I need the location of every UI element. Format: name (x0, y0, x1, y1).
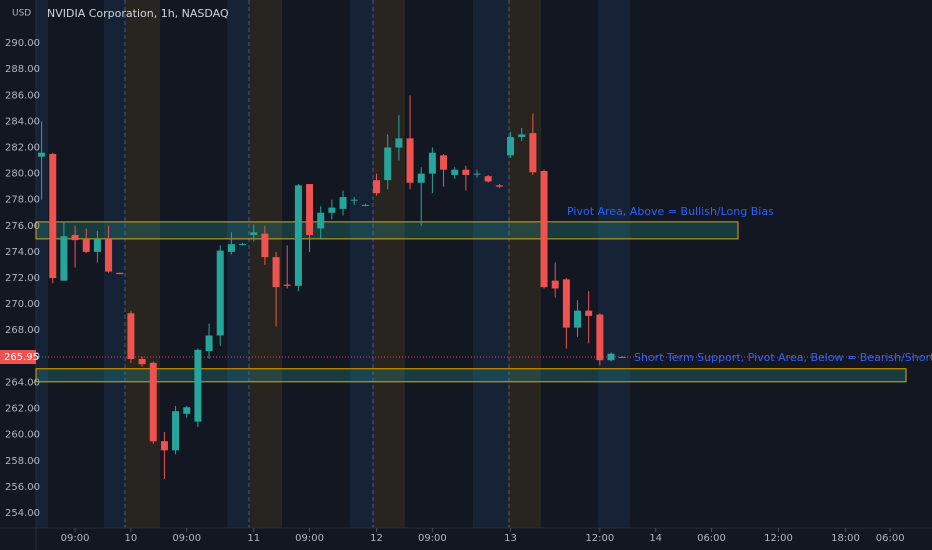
x-tick-label: 10 (125, 533, 138, 544)
candle-body (596, 314, 604, 361)
candle-body (49, 154, 57, 279)
x-tick-label: 06:00 (697, 533, 726, 544)
candle-body (183, 407, 191, 414)
x-tick-label: 09:00 (418, 533, 447, 544)
candle-body (585, 310, 593, 316)
x-tick-label: 09:00 (172, 533, 201, 544)
candle-body (384, 147, 392, 181)
x-tick-label: 12 (370, 533, 383, 544)
y-tick-label: 256.00 (5, 482, 40, 493)
y-tick-label: 284.00 (5, 116, 40, 127)
candle-body (507, 137, 515, 156)
candle-body (361, 204, 369, 206)
candle-body (283, 284, 291, 286)
y-tick-label: 290.00 (5, 38, 40, 49)
candle-body (406, 138, 414, 183)
candle-body (551, 280, 559, 289)
currency-label: USD (12, 9, 31, 19)
candle-body (216, 250, 224, 336)
candle-body (205, 335, 213, 352)
candle-body (339, 197, 347, 209)
candle-body (105, 238, 113, 272)
x-tick-label: 13 (504, 533, 517, 544)
candle-body (71, 234, 79, 241)
candle-body (306, 184, 314, 235)
candle-body (149, 362, 157, 442)
candle-body (272, 257, 280, 288)
candle-body (127, 313, 135, 359)
candle-body (618, 357, 626, 359)
zone (35, 368, 907, 383)
candle-body (462, 169, 470, 175)
candle-body (395, 138, 403, 148)
y-tick-label: 276.00 (5, 221, 40, 232)
chart-title: NVIDIA Corporation, 1h, NASDAQ (47, 7, 229, 20)
candle-body (116, 272, 124, 275)
candle-body (317, 212, 325, 229)
y-tick-label: 270.00 (5, 299, 40, 310)
last-price-label: 265.95 (4, 352, 39, 363)
candle-body (82, 238, 90, 252)
x-tick-label: 06:00 (876, 533, 905, 544)
candle-body (428, 152, 436, 174)
candle-body (484, 176, 492, 182)
candle-body (294, 185, 302, 286)
candle-body (138, 358, 146, 365)
y-tick-label: 268.00 (5, 325, 40, 336)
candle-body (373, 180, 381, 194)
y-tick-label: 280.00 (5, 169, 40, 180)
last-price-box (0, 350, 36, 365)
candle-body (350, 199, 358, 201)
candle-body (239, 244, 247, 246)
x-tick-label: 11 (247, 533, 260, 544)
session-shading (36, 0, 630, 528)
zone-label: Pivot Area, Above = Bullish/Long Bias (567, 205, 774, 218)
y-tick-label: 264.00 (5, 377, 40, 388)
candle-body (529, 133, 537, 173)
y-tick-label: 254.00 (5, 508, 40, 519)
x-tick-label: 12:00 (585, 533, 614, 544)
x-tick-label: 14 (649, 533, 662, 544)
x-tick-label: 18:00 (831, 533, 860, 544)
candle-body (93, 238, 101, 252)
candle-body (440, 155, 448, 170)
y-tick-label: 258.00 (5, 456, 40, 467)
zone (35, 221, 739, 240)
candle-body (328, 207, 336, 213)
candle-body (451, 169, 459, 175)
y-tick-label: 286.00 (5, 90, 40, 101)
x-tick-label: 12:00 (764, 533, 793, 544)
x-tick-label: 09:00 (295, 533, 324, 544)
y-tick-label: 260.00 (5, 430, 40, 441)
y-tick-label: 282.00 (5, 143, 40, 154)
y-tick-label: 274.00 (5, 247, 40, 258)
candle-body (540, 170, 548, 288)
y-tick-label: 288.00 (5, 64, 40, 75)
candle-body (194, 349, 202, 422)
candle-body (473, 173, 481, 175)
day-separators (124, 0, 510, 528)
candle-body (60, 236, 68, 281)
candle-body (607, 353, 615, 361)
candle-body (227, 244, 235, 252)
y-tick-label: 278.00 (5, 195, 40, 206)
candle-body (518, 134, 526, 138)
candle-body (562, 279, 570, 328)
y-tick-label: 272.00 (5, 273, 40, 284)
candle-body (38, 152, 46, 157)
candle-body (172, 411, 180, 451)
candle-body (495, 185, 503, 187)
y-tick-label: 262.00 (5, 404, 40, 415)
candle-body (574, 310, 582, 328)
candle-body (417, 173, 425, 183)
candle-body (250, 232, 258, 235)
x-tick-label: 09:00 (61, 533, 90, 544)
candle-body (261, 233, 269, 258)
candle-body (160, 441, 168, 451)
